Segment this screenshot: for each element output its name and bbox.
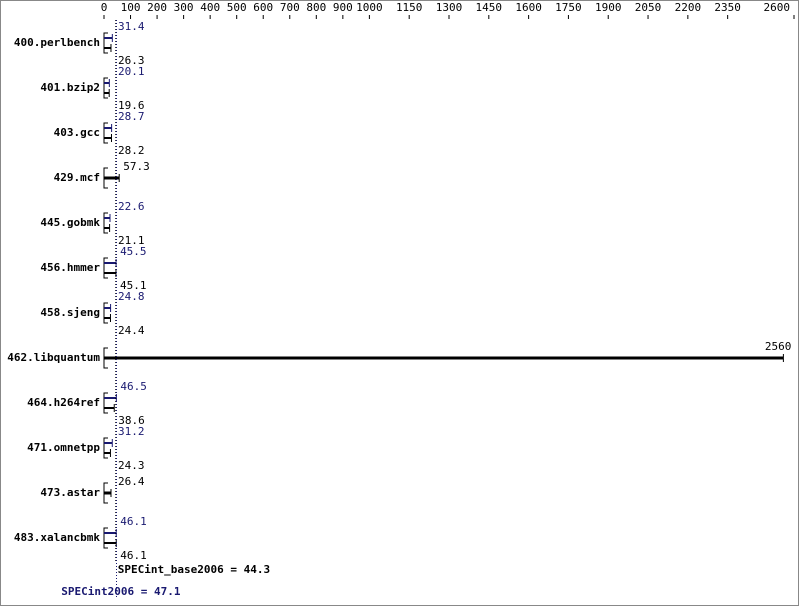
value-label: 38.6 xyxy=(118,414,144,427)
x-tick-label: 2050 xyxy=(635,1,662,14)
value-label: 28.7 xyxy=(118,110,145,123)
category-label: 464.h264ref xyxy=(27,396,100,409)
category-label: 403.gcc xyxy=(54,126,100,139)
value-label: 19.6 xyxy=(118,99,145,112)
x-tick-label: 0 xyxy=(101,1,108,14)
summary-label: SPECint_base2006 = 44.3 xyxy=(118,563,270,576)
value-label: 2560 xyxy=(765,340,792,353)
value-label: 45.1 xyxy=(120,279,146,292)
value-label: 22.6 xyxy=(118,200,145,213)
x-tick-label: 2350 xyxy=(714,1,741,14)
value-label: 46.1 xyxy=(120,515,146,528)
category-label: 400.perlbench xyxy=(14,36,100,49)
value-label: 31.4 xyxy=(118,20,145,33)
value-label: 31.2 xyxy=(118,425,145,438)
x-tick-label: 300 xyxy=(174,1,194,14)
row-bracket xyxy=(103,212,108,234)
value-label: 24.4 xyxy=(118,324,145,337)
x-tick-label: 1300 xyxy=(436,1,463,14)
category-label: 445.gobmk xyxy=(40,216,100,229)
row-bracket xyxy=(103,527,108,549)
value-label: 26.3 xyxy=(118,54,145,67)
value-label: 57.3 xyxy=(123,160,150,173)
value-label: 20.1 xyxy=(118,65,145,78)
category-label: 462.libquantum xyxy=(7,351,100,364)
value-label: 46.5 xyxy=(120,380,147,393)
category-label: 456.hmmer xyxy=(40,261,100,274)
row-bracket xyxy=(103,392,108,414)
x-tick-label: 2200 xyxy=(675,1,702,14)
summary-label: SPECint2006 = 47.1 xyxy=(61,585,181,598)
value-label: 28.2 xyxy=(118,144,145,157)
x-tick-label: 1900 xyxy=(595,1,622,14)
x-tick-label: 800 xyxy=(306,1,326,14)
x-tick-label: 700 xyxy=(280,1,300,14)
x-tick-label: 1150 xyxy=(396,1,423,14)
category-label: 429.mcf xyxy=(54,171,100,184)
category-label: 458.sjeng xyxy=(40,306,100,319)
value-label: 24.3 xyxy=(118,459,145,472)
value-label: 45.5 xyxy=(120,245,147,258)
row-bracket xyxy=(103,257,108,279)
x-tick-label: 2600 xyxy=(764,1,791,14)
row-bracket xyxy=(103,302,108,324)
x-tick-label: 1450 xyxy=(476,1,503,14)
x-tick-label: 900 xyxy=(333,1,353,14)
x-tick-label: 600 xyxy=(253,1,273,14)
category-label: 471.omnetpp xyxy=(27,441,100,454)
row-bracket xyxy=(103,122,108,144)
value-label: 26.4 xyxy=(118,475,145,488)
x-tick-label: 100 xyxy=(121,1,141,14)
x-tick-label: 1750 xyxy=(555,1,582,14)
category-label: 473.astar xyxy=(40,486,100,499)
x-tick-label: 400 xyxy=(200,1,220,14)
x-tick-label: 1600 xyxy=(515,1,542,14)
value-label: 24.8 xyxy=(118,290,145,303)
value-label: 46.1 xyxy=(120,549,146,562)
category-label: 401.bzip2 xyxy=(40,81,100,94)
x-tick-label: 1000 xyxy=(356,1,383,14)
row-bracket xyxy=(103,32,108,54)
x-tick-label: 500 xyxy=(227,1,247,14)
row-bracket xyxy=(103,437,108,459)
category-label: 483.xalancbmk xyxy=(14,531,100,544)
value-label: 21.1 xyxy=(118,234,145,247)
x-tick-label: 200 xyxy=(147,1,167,14)
row-bracket xyxy=(103,77,108,99)
